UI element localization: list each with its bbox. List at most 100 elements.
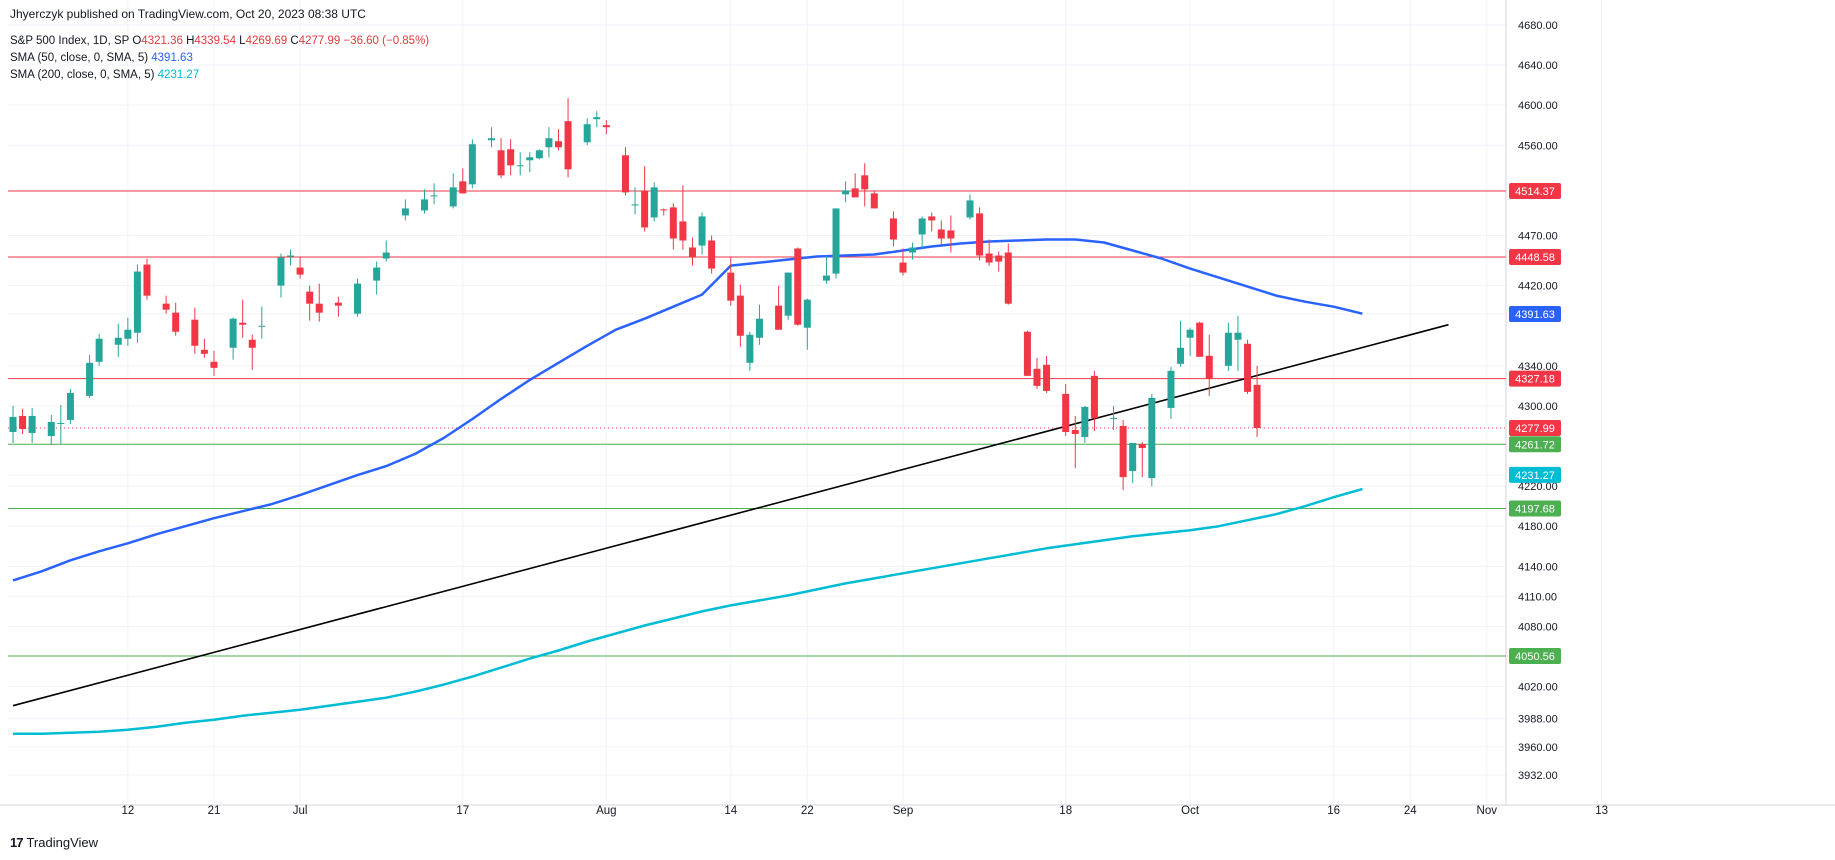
candle-down <box>1004 243 1012 305</box>
candle-body <box>296 267 304 275</box>
candle-up <box>229 317 237 360</box>
candle-up <box>421 189 429 214</box>
candle-body <box>507 149 515 166</box>
tradingview-logo[interactable]: 17 TradingView <box>10 835 98 850</box>
candle-down <box>995 251 1003 272</box>
candle-down <box>1071 415 1079 469</box>
candle-up <box>583 118 591 146</box>
candle-body <box>1138 444 1146 449</box>
price-tick: 3988.00 <box>1518 714 1558 726</box>
candle-up <box>9 405 17 444</box>
candle-up <box>95 333 103 366</box>
time-tick: 18 <box>1059 805 1072 817</box>
candle-up <box>47 414 55 446</box>
candle-up <box>516 152 524 176</box>
candle-up <box>1129 443 1137 484</box>
time-tick: Aug <box>596 805 616 817</box>
candle-body <box>918 218 926 235</box>
candle-down <box>19 408 27 434</box>
candle-up <box>1186 327 1194 356</box>
candle-body <box>373 267 381 281</box>
candle-body <box>861 175 869 190</box>
candle-body <box>554 141 562 148</box>
candle-up <box>28 407 36 444</box>
candle-body <box>660 209 668 211</box>
candle-body <box>9 416 17 432</box>
candle-body <box>172 312 180 332</box>
close-label: C <box>290 35 299 47</box>
sma50-path <box>12 238 1363 582</box>
price-tick: 4300.00 <box>1518 401 1558 413</box>
candle-up <box>1167 366 1175 419</box>
price-tick: 4680.00 <box>1518 20 1558 32</box>
candle-body <box>602 125 610 128</box>
time-tick: 21 <box>208 805 221 817</box>
candle-down <box>775 285 783 330</box>
high-label: H <box>186 35 195 47</box>
candle-body <box>430 195 438 197</box>
candle-body <box>114 337 122 345</box>
candle-up <box>488 127 495 148</box>
candle-up <box>545 127 553 158</box>
level-label-support-bg <box>1509 500 1561 517</box>
candle-body <box>401 208 409 216</box>
price-tick: 4180.00 <box>1518 521 1558 533</box>
level-label-resistance-bg <box>1509 183 1561 199</box>
sma200-legend[interactable]: SMA (200, close, 0, SMA, 5) 4231.27 <box>10 69 199 81</box>
time-tick: 13 <box>1595 805 1608 817</box>
sma200-legend-value: 4231.27 <box>157 69 200 81</box>
candle-body <box>708 240 716 269</box>
candle-up <box>430 183 438 205</box>
candle-body <box>162 303 170 310</box>
candle-down <box>1062 383 1070 436</box>
level-label-resistance: 4448.58 <box>1515 252 1555 264</box>
level-label-support: 4261.72 <box>1515 439 1555 451</box>
price-tick: 4420.00 <box>1518 281 1558 293</box>
candle-up <box>124 317 132 346</box>
candle-down <box>736 284 744 347</box>
candle-up <box>373 261 381 295</box>
time-tick: 24 <box>1404 805 1417 817</box>
candle-body <box>1234 332 1242 340</box>
level-label-support: 4197.68 <box>1515 504 1555 516</box>
price-tick: 4470.00 <box>1518 230 1558 242</box>
price-axis[interactable]: 4680.00 4640.00 4600.00 4560.00 4470.00 4420.… <box>1518 20 1558 782</box>
candle-down <box>1090 370 1098 431</box>
candle-body <box>631 204 639 206</box>
candle-body <box>650 187 658 218</box>
sma200-axis-label: 4231.27 <box>1515 470 1555 482</box>
candle-down <box>679 185 687 250</box>
candle-body <box>1110 417 1118 419</box>
candle-body <box>239 322 247 325</box>
time-axis[interactable]: 12 21 Jul 17 Aug 14 22 Sep 18 Oct 16 24 Nov 13 <box>121 805 1608 817</box>
candle-body <box>842 190 850 195</box>
candle-up <box>784 272 792 320</box>
candle-up <box>258 306 266 339</box>
level-label-support-bg <box>1509 648 1561 664</box>
candle-body <box>258 325 266 327</box>
candle-body <box>1205 355 1213 379</box>
price-tick: 4640.00 <box>1518 60 1558 72</box>
candle-up <box>803 298 811 350</box>
candle-body <box>1004 252 1012 304</box>
candle-body <box>784 272 792 316</box>
candle-down <box>861 163 869 207</box>
candle-body <box>688 247 696 258</box>
candle-body <box>822 275 830 281</box>
sma50-legend-label: SMA (50, close, 0, SMA, 5) <box>10 52 149 64</box>
candle-up <box>918 216 926 249</box>
candle-down <box>459 168 467 194</box>
sma50-legend[interactable]: SMA (50, close, 0, SMA, 5) 4391.63 <box>10 52 193 64</box>
sma200-line <box>13 487 1363 736</box>
candle-down <box>870 190 878 209</box>
candle-down <box>851 173 859 198</box>
candle-body <box>593 117 601 120</box>
candle-body <box>1119 425 1127 478</box>
candle-body <box>95 338 103 362</box>
candle-body <box>488 138 495 141</box>
candle-down <box>1196 321 1204 357</box>
candle-body <box>57 422 65 424</box>
candle-body <box>698 216 706 246</box>
candle-down <box>306 285 314 321</box>
